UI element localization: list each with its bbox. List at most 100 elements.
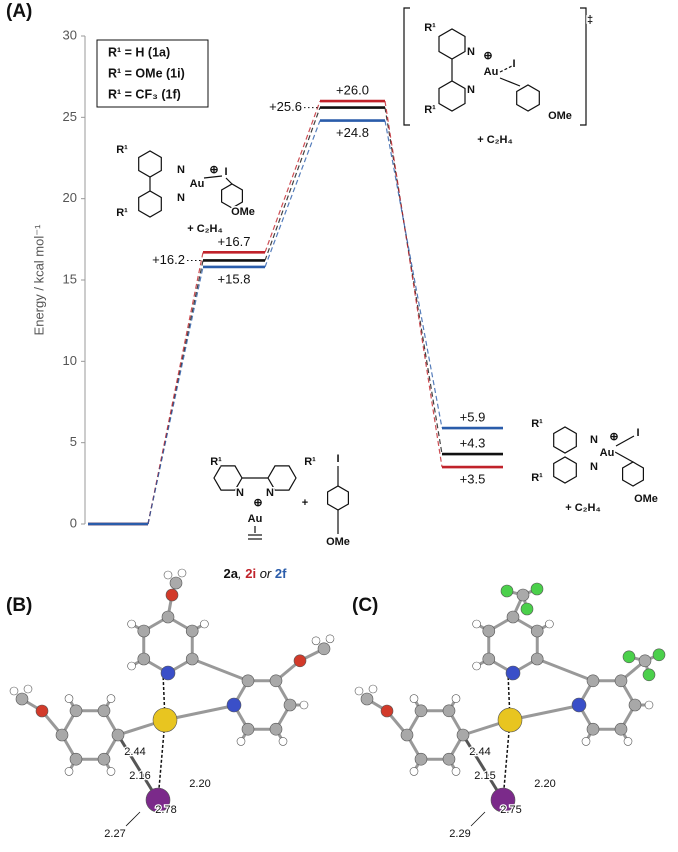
- structure-label: N: [177, 192, 185, 204]
- connector: [147, 252, 204, 525]
- atom: [652, 648, 666, 662]
- atom: [278, 737, 288, 746]
- atom: [506, 610, 520, 624]
- contact: [116, 734, 160, 801]
- bond: [203, 175, 223, 179]
- structure-label: R¹: [210, 456, 222, 468]
- atom: [638, 654, 652, 668]
- atom: [241, 722, 255, 736]
- bond: [614, 451, 634, 463]
- atom: [451, 694, 461, 703]
- atom: [161, 610, 175, 624]
- structure-label: N: [590, 434, 598, 446]
- structure-label: OMe: [231, 206, 255, 218]
- distance-label: 2.75: [500, 804, 521, 816]
- atom: [586, 722, 600, 736]
- distance-label: 2.27: [104, 828, 125, 840]
- atom: [55, 728, 69, 742]
- atom: [317, 642, 331, 656]
- structure-label: + C₂H₄: [477, 134, 513, 146]
- atom: [165, 588, 179, 602]
- bond: [225, 177, 233, 185]
- distance-label: 2.44: [124, 746, 145, 758]
- structure-label: R¹: [424, 104, 436, 116]
- atom: [472, 661, 481, 671]
- atom: [482, 624, 496, 638]
- atom: [500, 584, 514, 598]
- atom: [380, 704, 394, 718]
- structure-label: + C₂H₄: [565, 502, 601, 514]
- value-label: +5.9: [460, 409, 486, 424]
- legend-entry: R¹ = OMe (1i): [108, 66, 185, 80]
- atom: [137, 624, 151, 638]
- structure-skeletons: [138, 7, 645, 540]
- atom: [644, 700, 654, 710]
- y-tick-label: 10: [63, 353, 77, 368]
- ring: [138, 190, 162, 218]
- atom: [64, 767, 74, 776]
- molecule-3d: 2.44 2.16 2.20 2.78 2.27: [9, 568, 335, 841]
- atom: [160, 665, 176, 681]
- atom: [456, 728, 470, 742]
- panel-label: (A): [6, 1, 32, 22]
- atom: [586, 674, 600, 688]
- structure-label: +: [302, 497, 308, 509]
- caption-part: 2i: [245, 566, 256, 581]
- atom: [152, 707, 178, 733]
- atom: [23, 684, 33, 694]
- atom: [354, 686, 364, 696]
- ring: [553, 456, 577, 484]
- ring: [221, 183, 243, 209]
- atom: [97, 704, 111, 718]
- structure-label: + C₂H₄: [187, 223, 223, 235]
- y-tick-label: 30: [63, 27, 77, 42]
- value-label: +3.5: [460, 472, 486, 487]
- atom: [628, 698, 642, 712]
- atom: [530, 582, 544, 596]
- atom: [200, 619, 209, 629]
- atom: [145, 787, 171, 813]
- connector: [147, 266, 204, 525]
- atom: [581, 737, 591, 746]
- structure-label: R¹: [304, 456, 316, 468]
- atom: [311, 636, 321, 646]
- atom: [414, 752, 428, 766]
- structure-label: N: [467, 84, 475, 96]
- structure-label: I: [336, 453, 339, 465]
- structure-label: I: [636, 427, 639, 439]
- structure-label: R¹: [424, 22, 436, 34]
- atom: [169, 576, 183, 590]
- atom: [530, 624, 544, 638]
- atom: [472, 619, 481, 629]
- atom: [163, 570, 173, 580]
- contact: [502, 719, 511, 801]
- atom: [520, 602, 534, 616]
- atom: [442, 752, 456, 766]
- atom: [69, 704, 83, 718]
- structure-label: R¹: [531, 472, 543, 484]
- legend-entry: R¹ = H (1a): [108, 45, 170, 59]
- atom: [35, 704, 49, 718]
- ring: [516, 84, 540, 112]
- distance-label: 2.44: [469, 746, 490, 758]
- panel-label: (C): [352, 595, 378, 616]
- structure-label: I: [224, 166, 227, 178]
- structure-label: I: [512, 58, 515, 70]
- caption-part: 2f: [275, 566, 287, 581]
- distance-label: 2.20: [534, 778, 555, 790]
- ring: [438, 80, 466, 112]
- atom: [15, 692, 29, 706]
- structure-label: N: [266, 487, 274, 499]
- atom: [530, 652, 544, 666]
- value-label: +16.7: [218, 234, 251, 249]
- ring: [438, 28, 466, 60]
- structure-label: Au: [248, 513, 263, 525]
- structure-label: N: [177, 164, 185, 176]
- caption-part: ,: [238, 566, 245, 581]
- atom: [414, 704, 428, 718]
- value-label: +16.2: [152, 252, 185, 267]
- distance-label: 2.20: [189, 778, 210, 790]
- structure-label: OMe: [548, 110, 572, 122]
- atom: [571, 697, 587, 713]
